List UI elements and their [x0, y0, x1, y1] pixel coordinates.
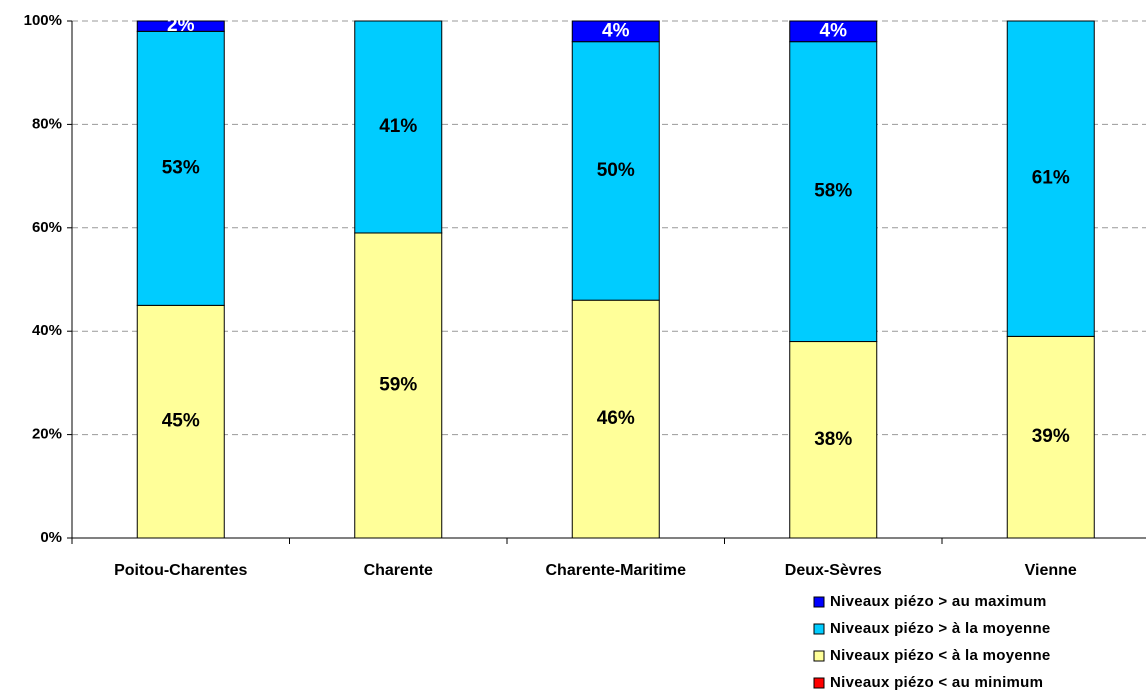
y-tick-label: 60%: [32, 219, 62, 236]
value-label: 39%: [1032, 426, 1070, 447]
value-label: 2%: [167, 15, 195, 36]
legend-swatch: [813, 650, 825, 662]
value-label: 45%: [162, 411, 200, 432]
bar-segment: [1006, 335, 1095, 539]
bar-segment: [789, 20, 878, 43]
value-label: 61%: [1032, 168, 1070, 189]
y-tick-label: 80%: [32, 115, 62, 132]
value-label: 4%: [820, 20, 848, 41]
bar-segment: [136, 30, 225, 306]
y-tick-label: 0%: [40, 529, 62, 546]
y-tick-label: 40%: [32, 322, 62, 339]
bar-segment: [571, 20, 660, 43]
legend-label: Niveaux piézo < au minimum: [830, 674, 1043, 691]
y-tick-label: 100%: [24, 12, 62, 29]
y-tick-label: 20%: [32, 426, 62, 443]
bar-segment: [354, 20, 443, 234]
legend-swatch: [813, 596, 825, 608]
bar-segment: [789, 341, 878, 539]
x-tick-label: Charente-Maritime: [546, 562, 687, 579]
legend-label: Niveaux piézo < à la moyenne: [830, 647, 1051, 664]
x-tick-label: Vienne: [1025, 562, 1077, 579]
legend-swatch: [813, 677, 825, 689]
value-label: 4%: [602, 20, 630, 41]
value-label: 50%: [597, 160, 635, 181]
bar-segment: [136, 304, 225, 539]
value-label: 41%: [379, 116, 417, 137]
bar-segment: [1006, 20, 1095, 337]
bar-segment: [789, 41, 878, 343]
bar-segment: [571, 41, 660, 301]
legend-label: Niveaux piézo > au maximum: [830, 593, 1047, 610]
x-tick-label: Charente: [364, 562, 433, 579]
x-tick-label: Poitou-Charentes: [114, 562, 247, 579]
bar-segment: [571, 299, 660, 539]
value-label: 38%: [814, 429, 852, 450]
value-label: 53%: [162, 157, 200, 178]
legend-label: Niveaux piézo > à la moyenne: [830, 620, 1051, 637]
value-label: 46%: [597, 408, 635, 429]
value-label: 58%: [814, 181, 852, 202]
value-label: 59%: [379, 375, 417, 396]
legend-swatch: [813, 623, 825, 635]
bar-segment: [136, 20, 225, 32]
x-tick-label: Deux-Sèvres: [785, 562, 882, 579]
